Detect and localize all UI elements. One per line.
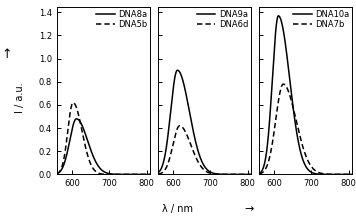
DNA9a	[247, 173, 251, 176]
Line: DNA10a: DNA10a	[259, 16, 352, 174]
Text: λ / nm: λ / nm	[162, 204, 194, 214]
DNA5b	[59, 166, 64, 169]
DNA9a	[199, 158, 203, 161]
DNA5b	[100, 173, 105, 175]
DNA10a	[262, 165, 266, 168]
DNA7b	[300, 143, 304, 145]
DNA10a	[257, 172, 261, 175]
Line: DNA9a: DNA9a	[158, 70, 251, 174]
DNA6d	[201, 168, 206, 171]
DNA9a	[249, 173, 253, 176]
DNA5b	[129, 173, 133, 176]
DNA9a	[201, 163, 206, 166]
DNA5b	[148, 173, 153, 176]
DNA7b	[348, 173, 352, 176]
DNA9a	[230, 173, 234, 176]
Legend: DNA9a, DNA6d: DNA9a, DNA6d	[196, 9, 249, 30]
DNA8a	[55, 172, 59, 175]
DNA10a	[300, 156, 304, 158]
DNA10a	[302, 162, 307, 165]
DNA9a	[161, 164, 165, 166]
DNA6d	[199, 165, 203, 168]
DNA6d	[249, 173, 253, 176]
Text: →: →	[245, 204, 254, 214]
DNA10a	[276, 14, 281, 17]
DNA10a	[347, 173, 352, 176]
DNA10a	[330, 173, 335, 176]
DNA8a	[146, 173, 150, 176]
Line: DNA8a: DNA8a	[57, 119, 151, 174]
DNA9a	[247, 173, 251, 176]
DNA6d	[156, 173, 160, 175]
Line: DNA6d: DNA6d	[158, 126, 251, 174]
DNA6d	[230, 173, 234, 176]
DNA6d	[247, 173, 251, 176]
DNA5b	[55, 172, 59, 175]
Text: ↑: ↑	[1, 48, 12, 61]
DNA7b	[262, 170, 266, 173]
DNA8a	[100, 169, 105, 172]
DNA5b	[146, 173, 150, 176]
Legend: DNA8a, DNA5b: DNA8a, DNA5b	[95, 9, 148, 30]
DNA5b	[98, 172, 102, 175]
DNA8a	[98, 167, 102, 170]
DNA7b	[330, 173, 335, 176]
DNA7b	[302, 151, 307, 153]
DNA7b	[281, 83, 286, 85]
Line: DNA7b: DNA7b	[259, 84, 352, 174]
DNA10a	[348, 173, 352, 176]
DNA5b	[146, 173, 150, 176]
DNA7b	[347, 173, 352, 176]
DNA9a	[156, 172, 160, 174]
DNA8a	[129, 173, 133, 176]
DNA6d	[161, 171, 165, 174]
DNA6d	[178, 124, 182, 127]
Text: I / a.u.: I / a.u.	[15, 83, 25, 113]
DNA9a	[175, 69, 179, 72]
DNA8a	[74, 118, 79, 120]
DNA10a	[350, 173, 355, 176]
DNA8a	[59, 168, 64, 170]
DNA8a	[148, 173, 153, 176]
Legend: DNA10a, DNA7b: DNA10a, DNA7b	[292, 9, 350, 30]
DNA8a	[146, 173, 150, 176]
DNA5b	[71, 101, 75, 104]
Line: DNA5b: DNA5b	[57, 103, 151, 174]
DNA7b	[257, 173, 261, 175]
DNA6d	[247, 173, 251, 176]
DNA7b	[350, 173, 355, 176]
